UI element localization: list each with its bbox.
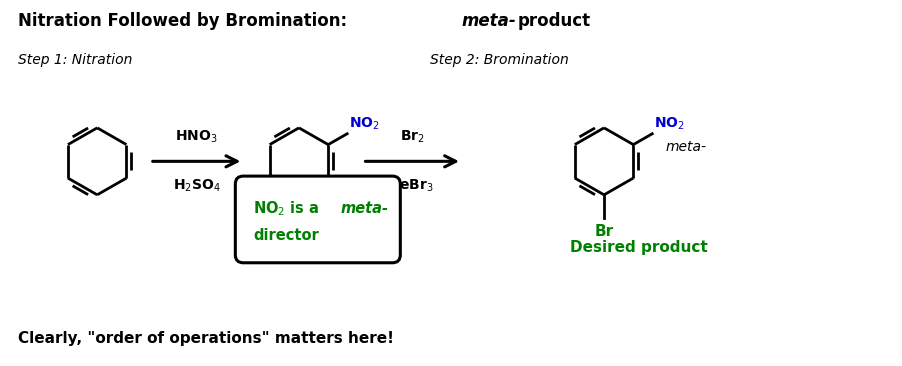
- Text: director: director: [253, 228, 319, 243]
- Text: NO$_2$: NO$_2$: [654, 115, 685, 132]
- Text: meta-: meta-: [666, 139, 706, 154]
- Text: H$_2$SO$_4$: H$_2$SO$_4$: [172, 178, 220, 194]
- Text: Br: Br: [594, 224, 613, 239]
- Text: Br$_2$: Br$_2$: [400, 128, 425, 145]
- Text: Step 2: Bromination: Step 2: Bromination: [430, 53, 569, 67]
- Text: Nitration Followed by Bromination:: Nitration Followed by Bromination:: [18, 12, 353, 30]
- Text: Step 1: Nitration: Step 1: Nitration: [18, 53, 132, 67]
- Text: meta-: meta-: [341, 201, 389, 216]
- Text: Desired product: Desired product: [570, 239, 708, 254]
- Text: Clearly, "order of operations" matters here!: Clearly, "order of operations" matters h…: [18, 331, 393, 346]
- Text: HNO$_3$: HNO$_3$: [175, 128, 218, 145]
- Text: NO$_2$: NO$_2$: [349, 115, 380, 132]
- FancyBboxPatch shape: [235, 176, 400, 263]
- Text: meta-: meta-: [462, 12, 517, 30]
- Text: product: product: [518, 12, 591, 30]
- Text: NO$_2$ is a: NO$_2$ is a: [253, 199, 321, 218]
- Text: FeBr$_3$: FeBr$_3$: [391, 178, 434, 194]
